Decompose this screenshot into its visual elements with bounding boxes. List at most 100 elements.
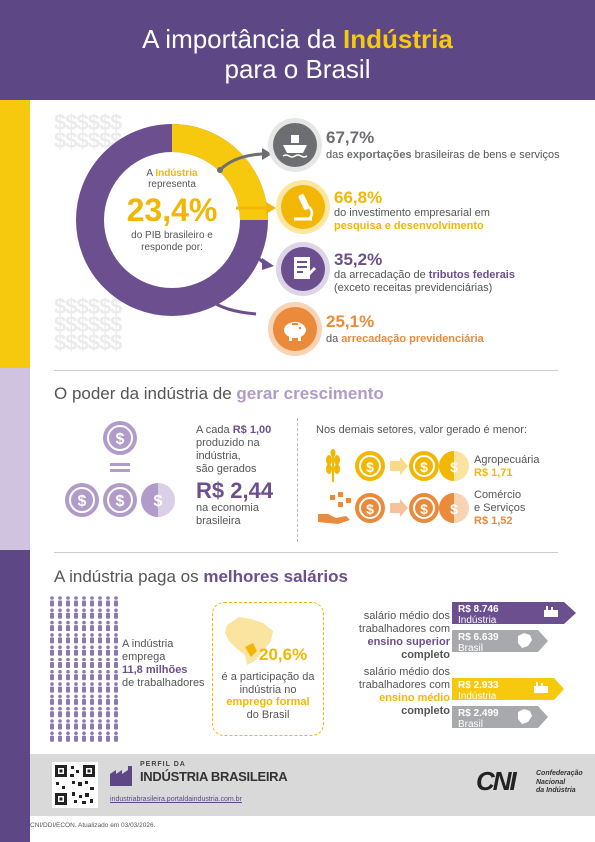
- salary-ribbons-medio: [452, 678, 564, 728]
- dashed-divider: [297, 418, 298, 542]
- svg-text:$: $: [366, 459, 374, 475]
- person-icon: [58, 694, 62, 705]
- hand-coins-icon: [318, 492, 351, 524]
- pib-circle-text: A Indústria representa 23,4% do PIB bras…: [102, 168, 242, 254]
- person-icon: [58, 682, 62, 693]
- person-icon: [58, 596, 62, 607]
- person-icon: [90, 731, 94, 742]
- person-icon: [82, 645, 86, 656]
- person-icon: [66, 670, 70, 681]
- person-icon: [114, 657, 118, 668]
- person-icon: [98, 608, 102, 619]
- person-icon: [58, 645, 62, 656]
- person-icon: [106, 645, 110, 656]
- person-icon: [106, 657, 110, 668]
- footer-url-link[interactable]: industriabrasileira.portaldaindustria.co…: [110, 796, 242, 803]
- sector-agro: Agropecuária R$ 1,71: [474, 454, 540, 479]
- person-icon: [106, 596, 110, 607]
- person-icon: [90, 682, 94, 693]
- ribbon-industria: [452, 602, 576, 624]
- salary-label-superior: salário médio dos trabalhadores com ensi…: [358, 610, 450, 661]
- person-icon: [106, 670, 110, 681]
- ship-icon: [273, 123, 317, 167]
- qr-code-icon[interactable]: [52, 762, 98, 808]
- coin-icon-partial: $: [439, 451, 469, 481]
- person-icon: [106, 682, 110, 693]
- employment-text: A indústria emprega 11,8 milhões de trab…: [122, 638, 205, 689]
- pib-intro: A Indústria: [146, 168, 198, 179]
- person-icon: [58, 719, 62, 730]
- coin-icon: $: [355, 493, 385, 523]
- stat-icon-bg: [276, 180, 330, 234]
- person-icon: [114, 633, 118, 644]
- person-icon: [98, 706, 102, 718]
- person-icon: [74, 706, 78, 718]
- svg-text:$: $: [154, 493, 163, 510]
- person-icon: [58, 608, 62, 619]
- person-icon: [82, 694, 86, 705]
- person-icon: [90, 657, 94, 668]
- section-pib: $$$$$$ $$$$$$ $$$$$$ $$$$$$ $$$$$$ A Indúst…: [30, 100, 595, 368]
- workers-grid-icon: [50, 596, 118, 742]
- growth-text-2: na economia brasileira: [196, 502, 259, 527]
- brazil-map-icon: [518, 709, 532, 724]
- commerce-coins: $ $ $: [318, 492, 469, 524]
- person-icon: [106, 706, 110, 718]
- arrow-right-icon: [390, 499, 408, 517]
- person-icon: [74, 694, 78, 705]
- stat-value: 66,8%: [334, 188, 383, 207]
- coin-icon: $: [103, 421, 137, 455]
- stat-icon-bg: [268, 302, 322, 356]
- side-bar-purple: [0, 550, 30, 842]
- dollar-pattern-bottom: $$$$$$ $$$$$$ $$$$$$: [54, 294, 122, 355]
- person-icon: [98, 694, 102, 705]
- side-bar-lilac: [0, 368, 30, 550]
- person-icon: [114, 645, 118, 656]
- dollar-pattern-top: $$$$$$ $$$$$$: [54, 110, 122, 153]
- side-bar-yellow: [0, 100, 30, 368]
- person-icon: [50, 719, 54, 730]
- svg-text:$: $: [450, 459, 458, 475]
- update-note: CNI/DDI/ECON. Atualizado em 03/03/2026.: [30, 822, 156, 829]
- other-sectors-heading: Nos demais setores, valor gerado é menor…: [316, 424, 527, 436]
- stat-value: 25,1%: [326, 312, 375, 331]
- formal-percent: 20,6%: [259, 645, 308, 664]
- person-icon: [114, 694, 118, 705]
- person-icon: [50, 731, 54, 742]
- svg-text:$: $: [420, 459, 428, 475]
- brazil-map-icon: [518, 633, 532, 648]
- person-icon: [58, 731, 62, 742]
- coin-icon: $: [103, 483, 137, 517]
- person-icon: [82, 682, 86, 693]
- svg-text:$: $: [78, 493, 87, 510]
- header-banner: A importância da Indústria para o Brasil: [0, 0, 595, 100]
- person-icon: [90, 670, 94, 681]
- person-icon: [90, 620, 94, 632]
- factory-icon: [534, 682, 548, 693]
- person-icon: [82, 620, 86, 632]
- ribbon-brasil-text: R$ 6.639 Brasil: [458, 632, 499, 654]
- person-icon: [66, 620, 70, 632]
- pib-outro: do PIB brasileiro e responde por:: [131, 230, 213, 253]
- person-icon: [74, 620, 78, 632]
- ribbon-industria-text: R$ 2.933 Indústria: [458, 680, 499, 702]
- stat-icon-bg: [268, 118, 322, 172]
- ribbon-industria-text: R$ 8.746 Indústria: [458, 604, 499, 626]
- person-icon: [98, 670, 102, 681]
- person-icon: [98, 620, 102, 632]
- coins-equation: $ $ $ $: [65, 421, 175, 517]
- factory-icon: [544, 606, 558, 617]
- person-icon: [82, 657, 86, 668]
- person-icon: [106, 608, 110, 619]
- person-icon: [50, 706, 54, 718]
- person-icon: [50, 608, 54, 619]
- person-icon: [66, 633, 70, 644]
- person-icon: [98, 731, 102, 742]
- person-icon: [82, 633, 86, 644]
- person-icon: [66, 694, 70, 705]
- person-icon: [82, 719, 86, 730]
- person-icon: [58, 657, 62, 668]
- arrow-right-icon: [390, 457, 408, 475]
- person-icon: [66, 596, 70, 607]
- brand-small: PERFIL DA: [140, 761, 186, 768]
